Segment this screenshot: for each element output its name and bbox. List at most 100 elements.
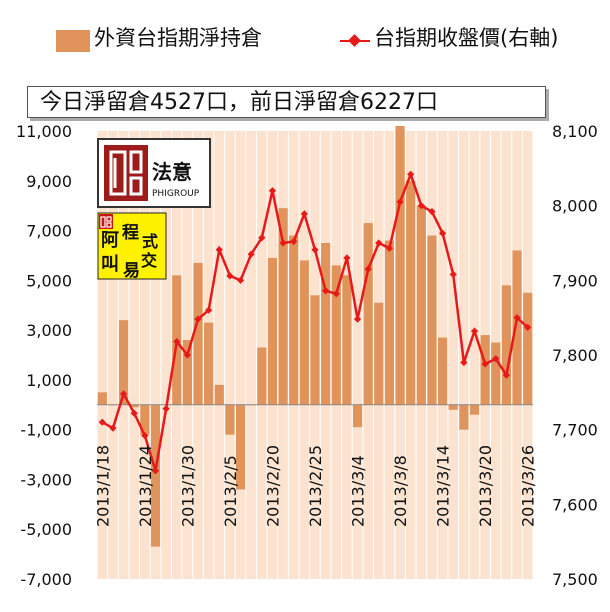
bar [299, 260, 309, 405]
bar [469, 404, 480, 415]
bar [342, 275, 352, 405]
price-point [396, 198, 404, 206]
left-tick-label: -1,000 [20, 421, 72, 440]
bar [331, 265, 341, 405]
legend-bar-swatch [56, 30, 90, 52]
bar [395, 126, 405, 405]
bar [427, 235, 437, 405]
right-tick-label: 7,900 [552, 271, 598, 290]
price-point [502, 371, 511, 379]
right-tick-label: 7,800 [552, 346, 598, 365]
bar [416, 205, 426, 405]
left-tick-label: 11,000 [16, 122, 72, 141]
price-point [513, 314, 521, 322]
seal-character: 易 [123, 261, 140, 281]
bar [321, 243, 331, 405]
x-tick-label: 2013/2/20 [263, 445, 282, 527]
seal-character: 交 [141, 251, 157, 270]
bar [352, 404, 363, 428]
logo-sub-text: PHIGROUP [152, 189, 200, 199]
price-point [215, 246, 223, 254]
bar [512, 250, 522, 405]
bar [448, 404, 458, 410]
price-point [109, 424, 117, 432]
bar [501, 285, 511, 405]
seal-character: 叫 [101, 254, 119, 275]
bar [310, 295, 320, 405]
price-line [98, 170, 532, 475]
bar [523, 292, 533, 405]
price-point [524, 323, 532, 331]
price-point [151, 467, 160, 475]
bar [119, 320, 129, 405]
price-point [407, 170, 415, 178]
bar [480, 335, 490, 405]
price-point [98, 418, 106, 426]
legend-bar-label: 外資台指期淨持倉 [94, 26, 262, 50]
position-note: 今日淨留倉4527口，前日淨留倉6227口 [27, 86, 546, 118]
bar [182, 340, 192, 405]
price-point [119, 390, 128, 398]
bar [384, 240, 395, 405]
price-point [492, 355, 500, 363]
price-point [311, 246, 319, 254]
legend-line-label: 台指期收盤價(右軸) [374, 26, 559, 50]
x-axis: 2013/1/18 2013/1/24 2013/1/30 2013/2/5 2013/… [93, 445, 537, 527]
price-point [290, 237, 298, 246]
seal-mark-icon [99, 214, 113, 229]
right-tick-label: 7,600 [552, 495, 598, 514]
price-point [226, 272, 234, 280]
seal-mark-glyph-icon [100, 216, 112, 228]
price-point [364, 265, 372, 273]
logo-mark-icon [109, 150, 143, 196]
logo: 法意 PHIGROUP [97, 138, 211, 208]
seal-character: 式 [142, 232, 158, 251]
bar [193, 262, 203, 405]
bar [97, 392, 107, 405]
right-tick-label: 8,100 [552, 122, 598, 141]
bar [289, 235, 299, 405]
price-point [481, 360, 489, 368]
bar [267, 257, 278, 405]
bar [278, 208, 288, 405]
bar [150, 404, 161, 547]
price-point [353, 315, 362, 323]
price-point [173, 337, 181, 346]
bar [257, 347, 267, 405]
bar [129, 404, 139, 408]
price-point [343, 254, 351, 262]
bar [491, 342, 501, 405]
x-tick-label: 2013/3/20 [476, 445, 495, 527]
left-tick-label: 1,000 [26, 371, 72, 390]
x-tick-label: 2013/1/30 [178, 445, 197, 527]
bar [406, 180, 416, 405]
x-tick-label: 2013/1/18 [93, 445, 112, 527]
price-point [268, 187, 277, 195]
x-tick-label: 2013/3/26 [519, 445, 538, 527]
price-point [258, 234, 266, 242]
seal-logo: 阿叫程 式交易 [97, 212, 167, 281]
price-point [470, 327, 479, 335]
price-point [279, 239, 287, 247]
price-point [194, 315, 202, 323]
bar [374, 302, 384, 405]
x-tick-label: 2013/3/4 [349, 455, 368, 527]
price-point [162, 405, 170, 413]
price-point [247, 250, 255, 258]
left-tick-label: -7,000 [20, 570, 72, 589]
seal-characters: 阿叫程 式交易 [101, 223, 158, 281]
left-tick-label: 3,000 [26, 321, 72, 340]
price-point [332, 290, 340, 298]
bar [140, 404, 150, 435]
seal-character: 阿 [101, 230, 119, 251]
left-tick-label: -3,000 [20, 470, 72, 489]
x-tick-label: 2013/2/25 [306, 445, 325, 527]
logo-main-text: 法意 [152, 160, 192, 184]
left-tick-label: 5,000 [26, 271, 72, 290]
bar [438, 337, 448, 405]
x-tick-label: 2013/3/8 [391, 455, 410, 527]
bar [459, 404, 469, 430]
price-point [130, 409, 138, 417]
price-point [205, 306, 213, 314]
seal-character: 程 [122, 223, 139, 243]
